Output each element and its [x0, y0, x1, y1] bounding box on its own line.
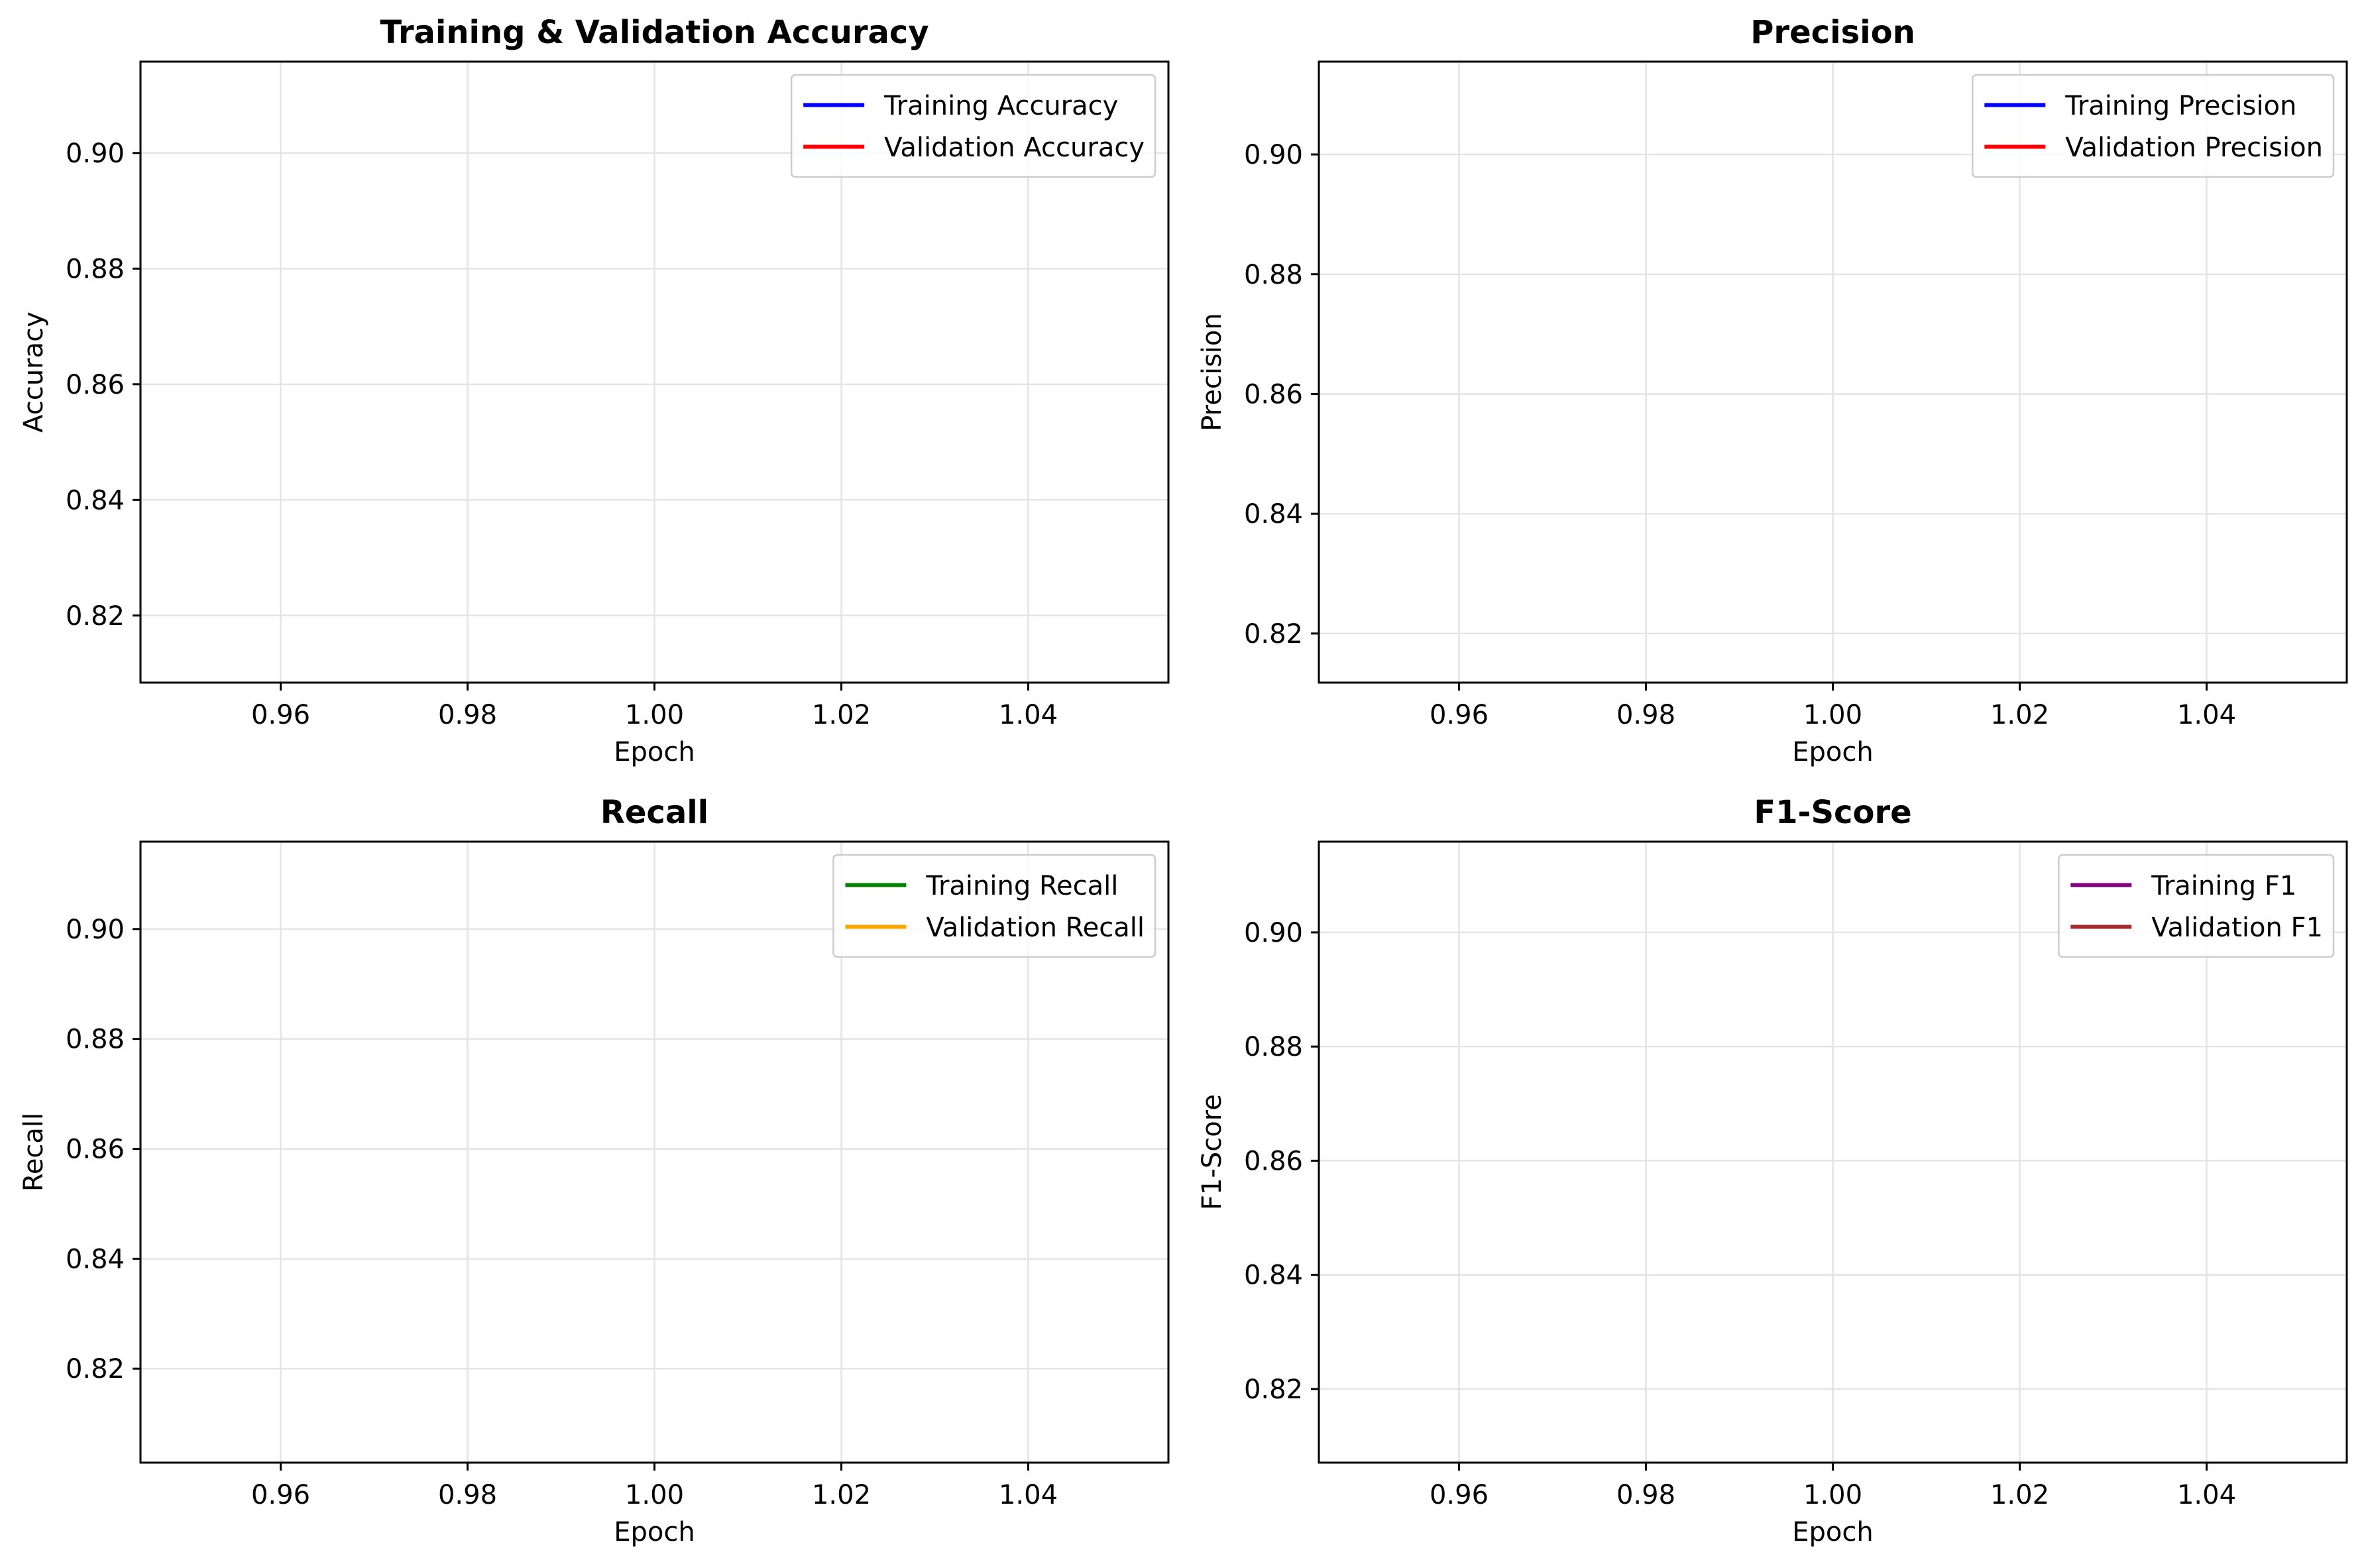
- legend-label-validation-accuracy: Validation Accuracy: [884, 133, 1145, 163]
- subplot-recall: 0.96 0.98 1.00 1.02 1.04 0.82 0.84 0.86 0.88 0.90…: [19, 794, 1170, 1547]
- y-tick-label: 0.88: [1244, 1032, 1303, 1062]
- y-axis-label-recall: Recall: [19, 1113, 49, 1192]
- ticks-precision: 0.96 0.98 1.00 1.02 1.04 0.82 0.84 0.86 0.88 0.90: [1244, 140, 2236, 730]
- y-tick-label: 0.84: [1244, 499, 1303, 530]
- chart-title-f1-score: F1-Score: [1754, 794, 1911, 831]
- legend-f1-score: Training F1 Validation F1: [2058, 854, 2335, 958]
- y-tick-label: 0.90: [1244, 140, 1303, 170]
- x-axis-label-f1-score: Epoch: [1792, 1517, 1873, 1547]
- x-tick-label: 1.02: [1990, 1480, 2049, 1510]
- legend-frame: [832, 854, 1156, 958]
- y-tick-label: 0.88: [66, 254, 125, 284]
- y-axis-label-f1-score: F1-Score: [1197, 1094, 1227, 1210]
- x-tick-label: 0.96: [251, 700, 310, 730]
- legend-frame: [790, 74, 1156, 178]
- legend-precision: Training Precision Validation Precision: [1972, 74, 2335, 178]
- x-tick-label: 1.02: [1990, 700, 2049, 730]
- x-tick-label: 0.96: [1430, 1480, 1489, 1510]
- x-tick-label: 1.04: [999, 1480, 1058, 1510]
- y-tick-label: 0.90: [66, 139, 125, 169]
- x-tick-label: 0.98: [1616, 700, 1675, 730]
- y-tick-label: 0.84: [66, 485, 125, 516]
- y-tick-label: 0.86: [66, 370, 125, 400]
- x-tick-label: 0.98: [438, 1480, 497, 1510]
- y-tick-label: 0.82: [1244, 619, 1303, 649]
- x-tick-label: 1.00: [625, 700, 684, 730]
- x-tick-label: 1.00: [1803, 1480, 1862, 1510]
- x-tick-label: 1.02: [812, 700, 871, 730]
- y-tick-label: 0.82: [66, 1354, 125, 1384]
- x-axis-label-precision: Epoch: [1792, 737, 1873, 767]
- ticks-f1-score: 0.96 0.98 1.00 1.02 1.04 0.82 0.84 0.86 0.88 0.90: [1244, 918, 2236, 1510]
- x-axis-label-accuracy: Epoch: [614, 737, 695, 767]
- x-tick-label: 1.04: [2177, 1480, 2236, 1510]
- legend-label-training-accuracy: Training Accuracy: [883, 91, 1118, 121]
- legend-label-validation-f1: Validation F1: [2151, 913, 2323, 943]
- x-tick-label: 1.02: [812, 1480, 871, 1510]
- subplot-f1-score: 0.96 0.98 1.00 1.02 1.04 0.82 0.84 0.86 0.88 0.90…: [1197, 794, 2348, 1547]
- y-tick-label: 0.84: [1244, 1260, 1303, 1291]
- x-tick-label: 1.00: [625, 1480, 684, 1510]
- ticks-recall: 0.96 0.98 1.00 1.02 1.04 0.82 0.84 0.86 0.88 0.90: [66, 915, 1058, 1510]
- legend-label-validation-recall: Validation Recall: [926, 913, 1145, 943]
- ticks-accuracy: 0.96 0.98 1.00 1.02 1.04 0.82 0.84 0.86 0.88 0.90: [66, 139, 1058, 730]
- y-tick-label: 0.88: [1244, 260, 1303, 290]
- x-axis-label-recall: Epoch: [614, 1517, 695, 1547]
- legend-label-validation-precision: Validation Precision: [2065, 133, 2323, 163]
- x-tick-label: 0.96: [251, 1480, 310, 1510]
- x-tick-label: 0.96: [1430, 700, 1489, 730]
- legend-label-training-recall: Training Recall: [925, 871, 1118, 901]
- y-tick-label: 0.88: [66, 1025, 125, 1055]
- y-axis-label-precision: Precision: [1197, 313, 1227, 431]
- y-tick-label: 0.84: [66, 1244, 125, 1274]
- chart-title-accuracy: Training & Validation Accuracy: [380, 14, 929, 51]
- subplot-accuracy: 0.96 0.98 1.00 1.02 1.04 0.82 0.84 0.86 0.88 0.90…: [19, 14, 1170, 767]
- y-tick-label: 0.82: [66, 601, 125, 632]
- x-tick-label: 1.04: [999, 700, 1058, 730]
- subplot-precision: 0.96 0.98 1.00 1.02 1.04 0.82 0.84 0.86 0.88 0.90…: [1197, 14, 2348, 767]
- legend-frame: [1972, 74, 2335, 178]
- chart-title-precision: Precision: [1750, 14, 1915, 51]
- x-tick-label: 1.04: [2177, 700, 2236, 730]
- x-tick-label: 0.98: [438, 700, 497, 730]
- x-tick-label: 1.00: [1803, 700, 1862, 730]
- legend-label-training-f1: Training F1: [2151, 871, 2296, 901]
- y-tick-label: 0.82: [1244, 1374, 1303, 1405]
- legend-accuracy: Training Accuracy Validation Accuracy: [790, 74, 1156, 178]
- y-tick-label: 0.86: [1244, 1146, 1303, 1176]
- y-tick-label: 0.86: [66, 1135, 125, 1165]
- y-tick-label: 0.90: [1244, 918, 1303, 948]
- grid-f1-score: [1319, 842, 2347, 1463]
- legend-label-training-precision: Training Precision: [2064, 91, 2296, 121]
- chart-title-recall: Recall: [600, 794, 708, 831]
- y-axis-label-accuracy: Accuracy: [19, 311, 49, 433]
- legend-recall: Training Recall Validation Recall: [832, 854, 1156, 958]
- legend-frame: [2058, 854, 2335, 958]
- y-tick-label: 0.86: [1244, 379, 1303, 410]
- y-tick-label: 0.90: [66, 915, 125, 945]
- x-tick-label: 0.98: [1616, 1480, 1675, 1510]
